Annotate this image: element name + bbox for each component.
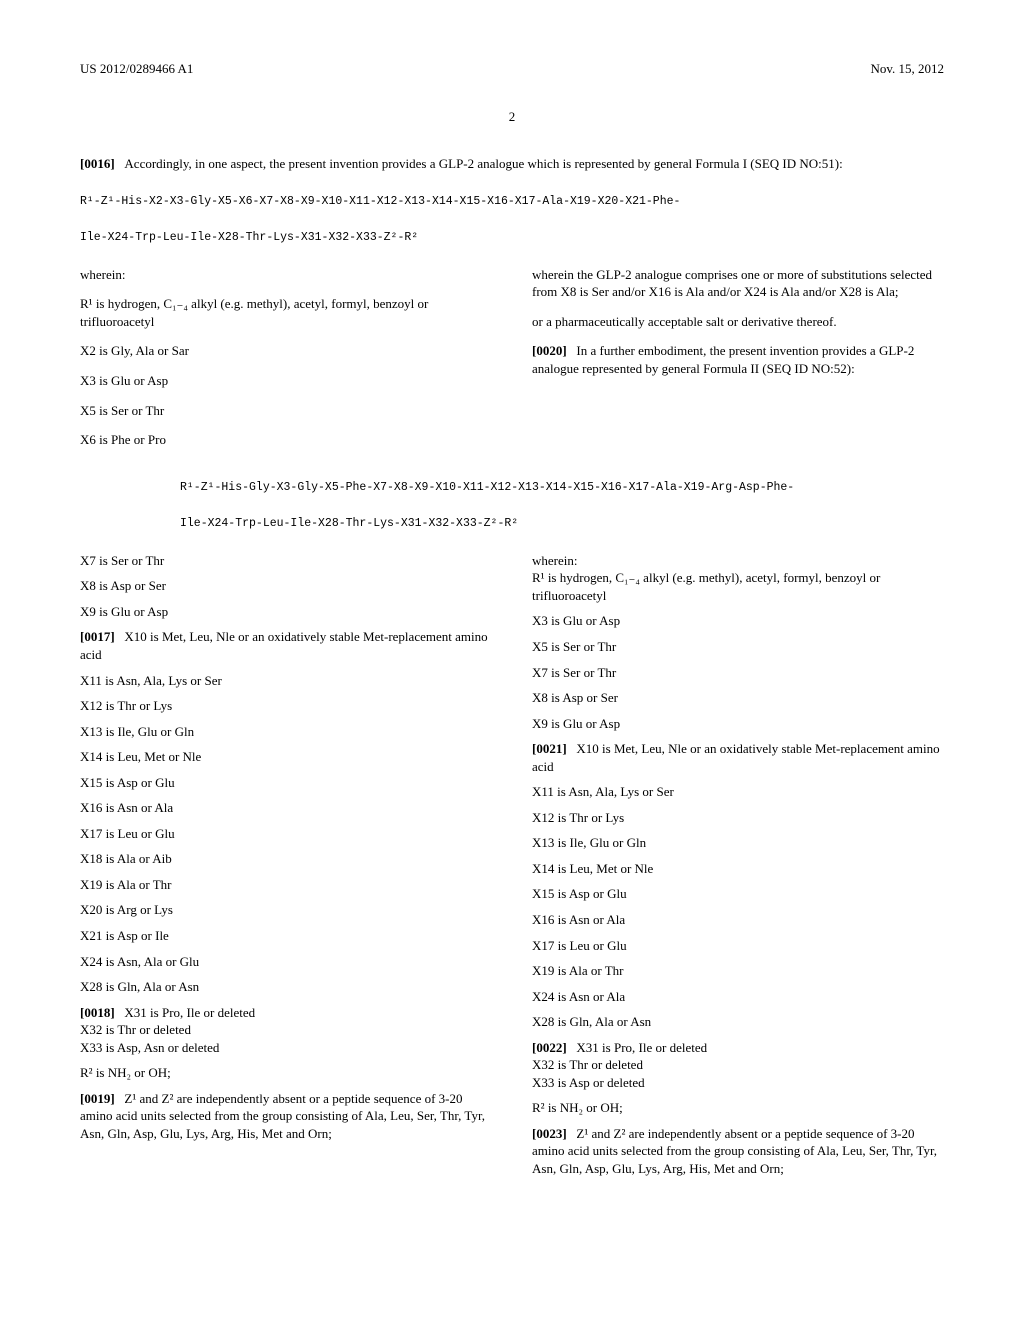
def-x21: X21 is Asp or Ile xyxy=(80,927,492,945)
def-x33: X33 is Asp, Asn or deleted xyxy=(80,1040,219,1055)
def-x6: X6 is Phe or Pro xyxy=(80,431,492,449)
def-x11: X11 is Asn, Ala, Lys or Ser xyxy=(532,783,944,801)
def-r1: R¹ is hydrogen, C₁₋₄ alkyl (e.g. methyl)… xyxy=(532,570,880,603)
def-x31-text: X31 is Pro, Ile or deleted xyxy=(576,1040,707,1055)
def-x13: X13 is Ile, Glu or Gln xyxy=(80,723,492,741)
def-x16: X16 is Asn or Ala xyxy=(80,799,492,817)
def-x31-text: X31 is Pro, Ile or deleted xyxy=(124,1005,255,1020)
para-ref: [0017] xyxy=(80,629,115,644)
seq1-l1: R¹-Z¹-His-X2-X3-Gly-X5-X6-X7-X8-X9-X10-X… xyxy=(80,195,680,208)
def-x7: X7 is Ser or Thr xyxy=(80,552,492,570)
page-header: US 2012/0289466 A1 Nov. 15, 2012 xyxy=(80,60,944,78)
def-x15: X15 is Asp or Glu xyxy=(80,774,492,792)
def-x17: X17 is Leu or Glu xyxy=(80,825,492,843)
def-x14: X14 is Leu, Met or Nle xyxy=(532,860,944,878)
intro-paragraph: [0016] Accordingly, in one aspect, the p… xyxy=(80,155,944,173)
def-x14: X14 is Leu, Met or Nle xyxy=(80,748,492,766)
def-x19: X19 is Ala or Thr xyxy=(80,876,492,894)
para-ref: [0019] xyxy=(80,1091,115,1106)
wherein-text: wherein: xyxy=(532,553,577,568)
def-x10: [0017] X10 is Met, Leu, Nle or an oxidat… xyxy=(80,628,492,663)
def-r2: R² is NH₂ or OH; xyxy=(532,1099,944,1117)
columns-block-1: wherein: R¹ is hydrogen, C₁₋₄ alkyl (e.g… xyxy=(80,266,944,461)
para-ref: [0022] xyxy=(532,1040,567,1055)
para-ref: [0018] xyxy=(80,1005,115,1020)
seq2-l1: R¹-Z¹-His-Gly-X3-Gly-X5-Phe-X7-X8-X9-X10… xyxy=(180,481,794,494)
def-x5: X5 is Ser or Thr xyxy=(80,402,492,420)
def-x28: X28 is Gln, Ala or Asn xyxy=(532,1013,944,1031)
def-x3: X3 is Glu or Asp xyxy=(532,612,944,630)
def-x11: X11 is Asn, Ala, Lys or Ser xyxy=(80,672,492,690)
sequence-formula-2: R¹-Z¹-His-Gly-X3-Gly-X5-Phe-X7-X8-X9-X10… xyxy=(180,479,944,534)
seq2-l2: Ile-X24-Trp-Leu-Ile-X28-Thr-Lys-X31-X32-… xyxy=(180,517,518,530)
left-col-1: wherein: R¹ is hydrogen, C₁₋₄ alkyl (e.g… xyxy=(80,266,492,461)
def-x3: X3 is Glu or Asp xyxy=(80,372,492,390)
def-r1: R¹ is hydrogen, C₁₋₄ alkyl (e.g. methyl)… xyxy=(80,295,492,330)
columns-block-2: X7 is Ser or Thr X8 is Asp or Ser X9 is … xyxy=(80,552,944,1186)
def-z: [0023] Z¹ and Z² are independently absen… xyxy=(532,1125,944,1178)
wherein: wherein: R¹ is hydrogen, C₁₋₄ alkyl (e.g… xyxy=(532,552,944,605)
wherein: wherein: xyxy=(80,266,492,284)
def-x32: X32 is Thr or deleted xyxy=(532,1057,643,1072)
def-x8: X8 is Asp or Ser xyxy=(532,689,944,707)
para-ref: [0021] xyxy=(532,741,567,756)
left-col-2: X7 is Ser or Thr X8 is Asp or Ser X9 is … xyxy=(80,552,492,1186)
right-col-1: wherein the GLP-2 analogue comprises one… xyxy=(532,266,944,461)
def-x13: X13 is Ile, Glu or Gln xyxy=(532,834,944,852)
def-z-text: Z¹ and Z² are independently absent or a … xyxy=(80,1091,485,1141)
def-x12: X12 is Thr or Lys xyxy=(532,809,944,827)
para-ref: [0023] xyxy=(532,1126,567,1141)
para-ref: [0020] xyxy=(532,343,567,358)
right-p2: or a pharmaceutically acceptable salt or… xyxy=(532,313,944,331)
def-x9: X9 is Glu or Asp xyxy=(80,603,492,621)
def-x20: X20 is Arg or Lys xyxy=(80,901,492,919)
sequence-formula-1: R¹-Z¹-His-X2-X3-Gly-X5-X6-X7-X8-X9-X10-X… xyxy=(80,193,944,248)
def-x5: X5 is Ser or Thr xyxy=(532,638,944,656)
right-p1: wherein the GLP-2 analogue comprises one… xyxy=(532,266,944,301)
def-x24: X24 is Asn, Ala or Glu xyxy=(80,953,492,971)
right-p3-text: In a further embodiment, the present inv… xyxy=(532,343,914,376)
publication-date: Nov. 15, 2012 xyxy=(870,60,944,78)
right-p3: [0020] In a further embodiment, the pres… xyxy=(532,342,944,377)
def-x19: X19 is Ala or Thr xyxy=(532,962,944,980)
def-x18: X18 is Ala or Aib xyxy=(80,850,492,868)
def-z: [0019] Z¹ and Z² are independently absen… xyxy=(80,1090,492,1143)
def-x9: X9 is Glu or Asp xyxy=(532,715,944,733)
para-ref: [0016] xyxy=(80,156,115,171)
page-number: 2 xyxy=(80,108,944,126)
def-x24: X24 is Asn or Ala xyxy=(532,988,944,1006)
seq1-l2: Ile-X24-Trp-Leu-Ile-X28-Thr-Lys-X31-X32-… xyxy=(80,231,418,244)
intro-text: Accordingly, in one aspect, the present … xyxy=(124,156,842,171)
def-x10-text: X10 is Met, Leu, Nle or an oxidatively s… xyxy=(532,741,940,774)
def-x16: X16 is Asn or Ala xyxy=(532,911,944,929)
def-x15: X15 is Asp or Glu xyxy=(532,885,944,903)
def-r2: R² is NH₂ or OH; xyxy=(80,1064,492,1082)
def-z-text: Z¹ and Z² are independently absent or a … xyxy=(532,1126,937,1176)
def-x12: X12 is Thr or Lys xyxy=(80,697,492,715)
def-x31-33: [0018] X31 is Pro, Ile or deleted X32 is… xyxy=(80,1004,492,1057)
def-x17: X17 is Leu or Glu xyxy=(532,937,944,955)
def-x2: X2 is Gly, Ala or Sar xyxy=(80,342,492,360)
def-x10-text: X10 is Met, Leu, Nle or an oxidatively s… xyxy=(80,629,488,662)
def-x33: X33 is Asp or deleted xyxy=(532,1075,645,1090)
def-x10: [0021] X10 is Met, Leu, Nle or an oxidat… xyxy=(532,740,944,775)
def-x8: X8 is Asp or Ser xyxy=(80,577,492,595)
def-x32: X32 is Thr or deleted xyxy=(80,1022,191,1037)
right-col-2: wherein: R¹ is hydrogen, C₁₋₄ alkyl (e.g… xyxy=(532,552,944,1186)
publication-number: US 2012/0289466 A1 xyxy=(80,60,193,78)
def-x7: X7 is Ser or Thr xyxy=(532,664,944,682)
def-x31-33: [0022] X31 is Pro, Ile or deleted X32 is… xyxy=(532,1039,944,1092)
def-x28: X28 is Gln, Ala or Asn xyxy=(80,978,492,996)
